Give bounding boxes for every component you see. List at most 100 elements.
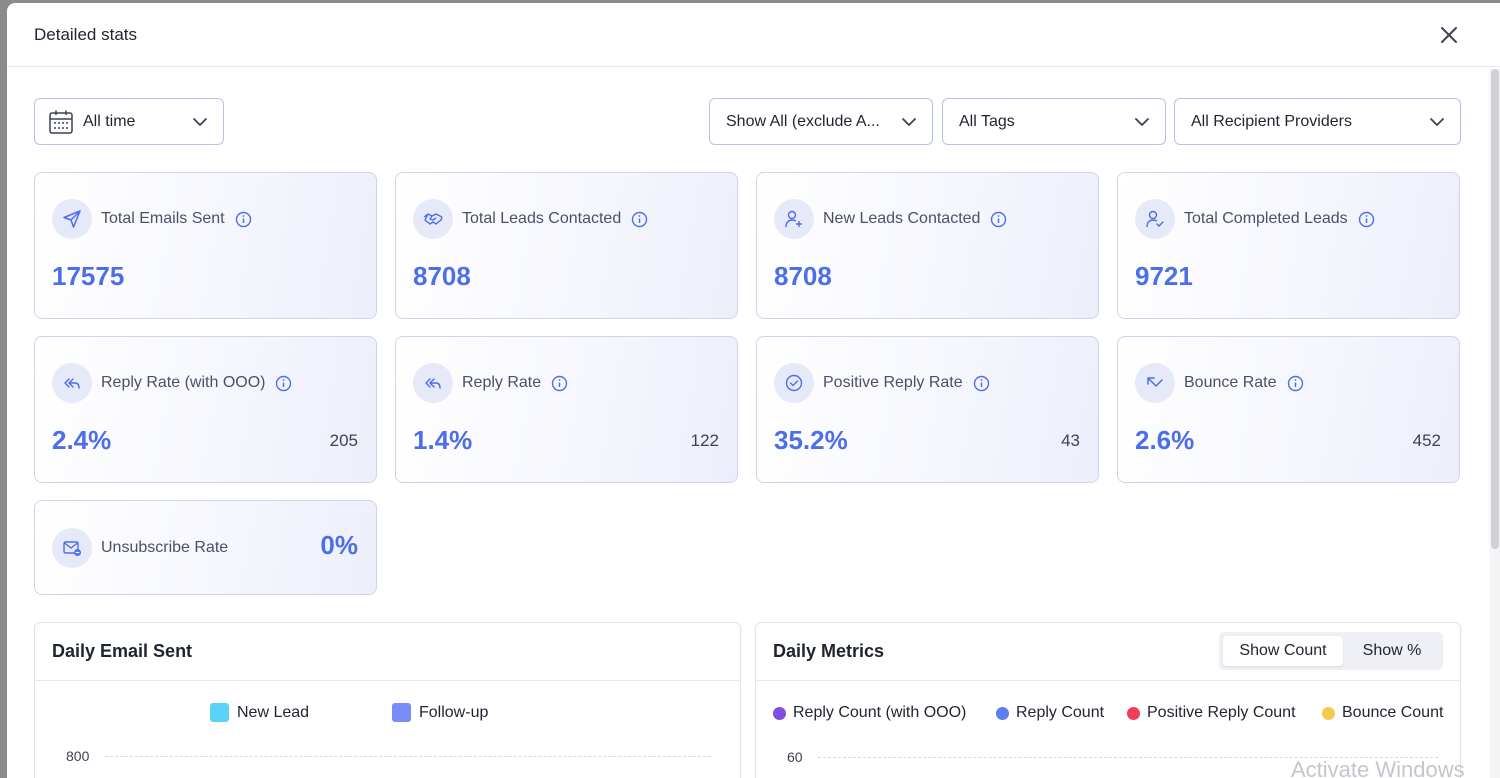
stat-label: Total Completed Leads bbox=[1184, 210, 1375, 228]
chevron-down-icon bbox=[1135, 118, 1149, 126]
close-icon[interactable] bbox=[1438, 24, 1460, 46]
bounce-arrow-icon bbox=[1135, 363, 1175, 403]
os-activation-watermark: Activate Windows bbox=[1291, 757, 1465, 778]
stat-label: Reply Rate bbox=[462, 374, 568, 392]
info-icon[interactable] bbox=[235, 211, 252, 228]
stat-value: 9721 bbox=[1135, 261, 1193, 291]
stat-count: 452 bbox=[1412, 431, 1441, 450]
handshake-icon bbox=[413, 199, 453, 239]
stat-card-total-emails-sent: Total Emails Sent 17575 bbox=[34, 172, 377, 319]
legend-dot bbox=[996, 706, 1009, 720]
chevron-down-icon bbox=[193, 118, 207, 126]
show-percent-button[interactable]: Show % bbox=[1362, 642, 1422, 659]
stat-count: 43 bbox=[1061, 431, 1080, 450]
chevron-down-icon bbox=[902, 118, 916, 126]
user-check-icon bbox=[1135, 199, 1175, 239]
info-icon[interactable] bbox=[275, 375, 292, 392]
count-percent-toggle: Show Count Show % bbox=[1219, 632, 1443, 670]
reply-all-icon bbox=[413, 363, 453, 403]
panel-title: Daily Metrics bbox=[773, 641, 885, 661]
info-icon[interactable] bbox=[1287, 375, 1304, 392]
stat-label-text: Unsubscribe Rate bbox=[101, 539, 229, 556]
stat-value: 8708 bbox=[774, 261, 832, 291]
legend-item-positive-reply-count[interactable]: Positive Reply Count bbox=[1127, 704, 1296, 722]
info-icon[interactable] bbox=[973, 375, 990, 392]
legend-item-follow-up[interactable]: Follow-up bbox=[392, 703, 488, 722]
stat-value: 17575 bbox=[52, 261, 125, 291]
y-axis-tick: 800 bbox=[66, 748, 90, 764]
daily-metrics-panel: Daily Metrics Show Count Show % Reply Co… bbox=[755, 622, 1461, 778]
stat-count: 122 bbox=[690, 431, 719, 450]
status-filter-select[interactable]: Show All (exclude A... bbox=[709, 98, 933, 145]
detailed-stats-modal: Detailed stats All time Show All (exclud… bbox=[7, 3, 1500, 778]
modal-title: Detailed stats bbox=[34, 24, 137, 44]
info-icon[interactable] bbox=[631, 211, 648, 228]
status-filter-value: Show All (exclude A... bbox=[726, 112, 880, 130]
legend-label: Reply Count bbox=[1016, 704, 1105, 721]
legend-item-reply-count[interactable]: Reply Count bbox=[996, 704, 1104, 722]
send-icon bbox=[52, 199, 92, 239]
panel-title: Daily Email Sent bbox=[52, 641, 193, 661]
stat-label-text: Reply Rate (with OOO) bbox=[101, 374, 266, 391]
info-icon[interactable] bbox=[1358, 211, 1375, 228]
stat-label: Unsubscribe Rate bbox=[101, 539, 228, 557]
legend-dot bbox=[1127, 706, 1140, 720]
tags-filter-value: All Tags bbox=[959, 112, 1015, 130]
gridline bbox=[818, 757, 1438, 758]
stat-value: 35.2% bbox=[774, 425, 848, 455]
stat-label-text: Positive Reply Rate bbox=[823, 374, 963, 391]
stat-label: New Leads Contacted bbox=[823, 210, 1007, 228]
legend-dot bbox=[773, 706, 786, 720]
stat-count: 205 bbox=[329, 431, 358, 450]
providers-filter-value: All Recipient Providers bbox=[1191, 112, 1352, 130]
stat-label-text: Reply Rate bbox=[462, 374, 542, 391]
stat-label-text: Total Completed Leads bbox=[1184, 210, 1348, 227]
legend-swatch bbox=[392, 703, 411, 722]
stat-value: 8708 bbox=[413, 261, 471, 291]
stat-label: Total Leads Contacted bbox=[462, 210, 648, 228]
stat-value: 1.4% bbox=[413, 425, 473, 455]
legend-item-reply-count-with-ooo[interactable]: Reply Count (with OOO) bbox=[773, 704, 966, 722]
legend-label: Positive Reply Count bbox=[1147, 704, 1296, 721]
stat-card-bounce-rate: Bounce Rate 2.6% 452 bbox=[1117, 336, 1460, 483]
stat-card-reply-rate-with-ooo: Reply Rate (with OOO) 2.4% 205 bbox=[34, 336, 377, 483]
gridline bbox=[105, 756, 711, 757]
stat-value: 0% bbox=[320, 530, 358, 560]
stat-label-text: Bounce Rate bbox=[1184, 374, 1277, 391]
chevron-down-icon bbox=[1430, 118, 1444, 126]
date-range-select[interactable]: All time bbox=[34, 98, 224, 145]
legend-label: Follow-up bbox=[419, 703, 489, 721]
stat-label: Total Emails Sent bbox=[101, 210, 252, 228]
show-count-button[interactable]: Show Count bbox=[1223, 636, 1343, 666]
stat-value: 2.4% bbox=[52, 425, 112, 455]
calendar-icon bbox=[49, 110, 73, 134]
stat-value: 2.6% bbox=[1135, 425, 1195, 455]
info-icon[interactable] bbox=[551, 375, 568, 392]
stat-label-text: New Leads Contacted bbox=[823, 210, 981, 227]
legend-swatch bbox=[210, 703, 229, 722]
legend-label: New Lead bbox=[237, 703, 310, 721]
scrollbar[interactable] bbox=[1490, 69, 1500, 778]
mail-unsubscribe-icon bbox=[52, 528, 92, 568]
stat-card-new-leads-contacted: New Leads Contacted 8708 bbox=[756, 172, 1099, 319]
stat-card-reply-rate: Reply Rate 1.4% 122 bbox=[395, 336, 738, 483]
y-axis-tick: 60 bbox=[787, 749, 803, 765]
stat-card-total-completed-leads: Total Completed Leads 9721 bbox=[1117, 172, 1460, 319]
legend-label: Bounce Count bbox=[1342, 704, 1444, 721]
providers-filter-select[interactable]: All Recipient Providers bbox=[1174, 98, 1461, 145]
tags-filter-select[interactable]: All Tags bbox=[942, 98, 1166, 145]
info-icon[interactable] bbox=[990, 211, 1007, 228]
daily-email-sent-panel: Daily Email Sent New Lead Follow-up 800 bbox=[34, 622, 741, 778]
modal-header: Detailed stats bbox=[7, 3, 1500, 67]
stat-card-unsubscribe-rate: Unsubscribe Rate 0% bbox=[34, 500, 377, 595]
date-range-value: All time bbox=[83, 112, 136, 130]
legend-item-new-lead[interactable]: New Lead bbox=[210, 703, 309, 722]
scrollbar-thumb[interactable] bbox=[1491, 69, 1499, 549]
stat-label-text: Total Leads Contacted bbox=[462, 210, 622, 227]
stat-label: Bounce Rate bbox=[1184, 374, 1304, 392]
legend-dot bbox=[1322, 706, 1335, 720]
legend-item-bounce-count[interactable]: Bounce Count bbox=[1322, 704, 1443, 722]
stat-card-positive-reply-rate: Positive Reply Rate 35.2% 43 bbox=[756, 336, 1099, 483]
check-circle-icon bbox=[774, 363, 814, 403]
legend-label: Reply Count (with OOO) bbox=[793, 704, 967, 721]
